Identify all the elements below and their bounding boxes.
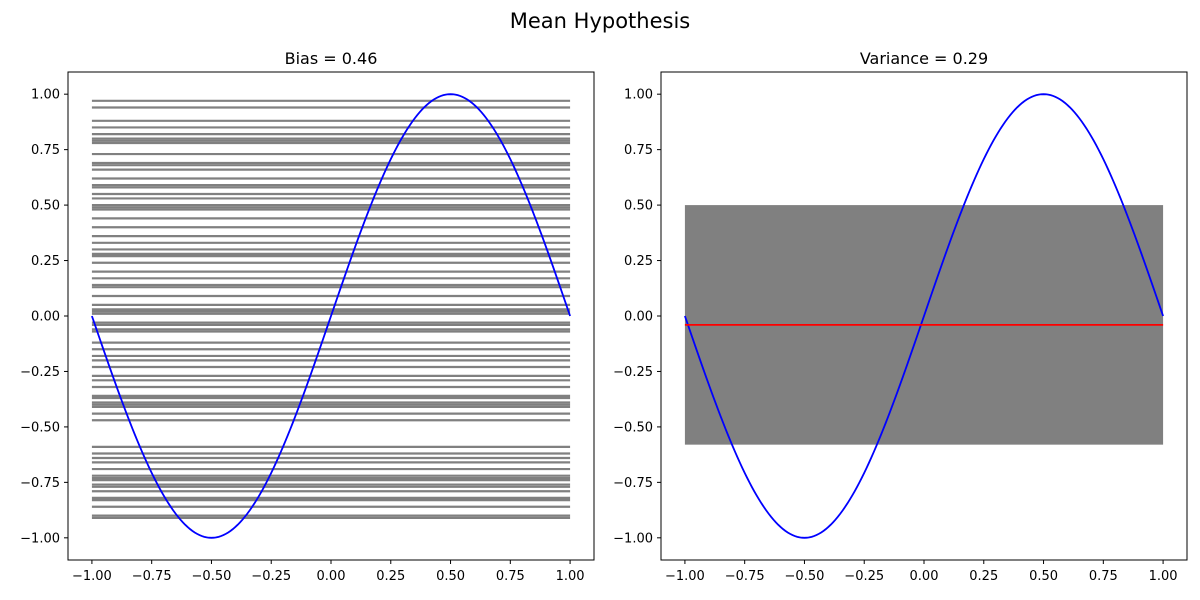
x-tick-label: 0.75 [496,569,525,584]
y-tick-label: 0.00 [624,310,653,325]
plot-area [684,93,1164,539]
x-tick-label: 0.50 [1029,569,1058,584]
subplot-title: Bias = 0.46 [285,49,378,68]
y-tick-label: −0.50 [613,420,653,435]
y-tick-label: 1.00 [624,88,653,103]
x-tick-label: −1.00 [72,569,112,584]
x-tick-label: 0.00 [910,569,939,584]
x-tick-label: 1.00 [1149,569,1178,584]
x-tick-label: 0.50 [436,569,465,584]
y-tick-label: −0.25 [20,365,60,380]
x-tick-label: −0.75 [725,569,765,584]
x-tick-label: −0.50 [785,569,825,584]
y-tick-label: 0.50 [624,199,653,214]
y-tick-label: 0.75 [624,143,653,158]
y-tick-label: 0.25 [31,254,60,269]
x-tick-label: −0.25 [251,569,291,584]
x-tick-label: −0.25 [844,569,884,584]
variance-panel: Variance = 0.29 −1.00 −0.75 −0.50 −0.25 0.00 0… [613,49,1188,584]
y-tick-label: 0.50 [31,199,60,214]
x-tick-label: −1.00 [665,569,705,584]
target-function-curve [684,93,1164,539]
y-tick-label: −1.00 [20,531,60,546]
figure-title: Mean Hypothesis [510,9,690,33]
y-tick-label: −0.25 [613,365,653,380]
y-tick-label: −0.75 [20,476,60,491]
x-tick-label: 1.00 [556,569,585,584]
y-tick-label: 0.75 [31,143,60,158]
bias-panel: Bias = 0.46 −1.00 −0.75 −0.50 −0.25 0.00 0.25 0… [20,49,595,584]
x-tick-label: 0.25 [376,569,405,584]
y-tick-label: 0.00 [31,310,60,325]
y-tick-label: −1.00 [613,531,653,546]
target-function-curve [91,93,571,539]
x-tick-label: 0.75 [1089,569,1118,584]
plot-area [91,93,571,539]
x-tick-label: −0.50 [192,569,232,584]
y-tick-label: 1.00 [31,88,60,103]
subplot-title: Variance = 0.29 [860,49,988,68]
y-tick-label: −0.75 [613,476,653,491]
y-tick-label: −0.50 [20,420,60,435]
x-tick-label: 0.00 [317,569,346,584]
x-tick-label: 0.25 [969,569,998,584]
x-tick-label: −0.75 [132,569,172,584]
y-tick-label: 0.25 [624,254,653,269]
